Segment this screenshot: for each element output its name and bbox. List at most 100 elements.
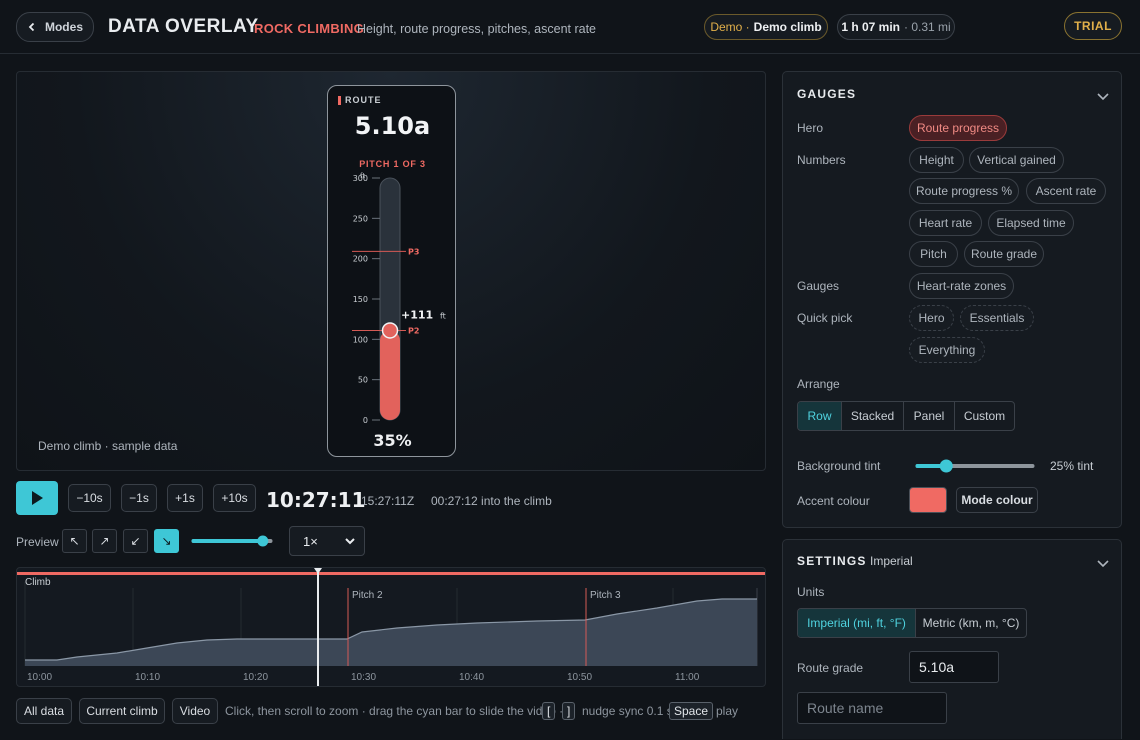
key-space: Space [669,702,714,720]
video-button[interactable]: Video [172,698,218,724]
gauge-unit: ft [360,172,365,180]
gauge-tick-label: 150 [353,295,368,304]
chip-elapsed-time[interactable]: Elapsed time [988,210,1074,236]
background-tint-slider[interactable] [911,459,1039,473]
tick-label: 10:10 [135,672,160,683]
play-button[interactable] [16,481,58,515]
trial-badge[interactable]: TRIAL [1064,12,1122,40]
route-name-input[interactable]: Route name [797,692,947,724]
timeline-graph[interactable]: Climb Pitch 2 Pitch 3 10:00 10:10 10:20 … [17,568,766,687]
arrange-label: Arrange [797,377,840,391]
preview-corner-top-left-button[interactable]: ↖ [62,529,87,553]
gauge-tick-label: 0 [363,416,368,425]
demo-activity-pill[interactable]: Demo · Demo climb [704,14,828,40]
tick-label: 10:20 [243,672,268,683]
nudge-back-10s-button[interactable]: −10s [68,484,111,512]
nudge-forward-10s-button[interactable]: +10s [213,484,256,512]
elapsed-into-climb: 00:27:12 into the climb [431,494,552,508]
arrange-segmented-control: Row Stacked Panel Custom [797,401,1015,431]
quick-pick-label: Quick pick [797,311,853,325]
current-time: 10:27:11 [266,488,366,512]
settings-panel: SETTINGS Imperial Units Imperial (mi, ft… [782,539,1122,739]
preview-corner-bottom-left-button[interactable]: ↙ [123,529,148,553]
background-tint-label: Background tint [797,459,881,473]
accent-colour-swatch[interactable] [909,487,947,513]
video-preview[interactable]: Demo climb · sample data ROUTE 5.10a PIT… [16,71,766,471]
gauge-tick-label: 300 [353,174,368,183]
background-tint-slider-thumb [939,459,953,473]
chevron-down-icon [345,538,355,545]
utc-time: 15:27:11Z [361,494,415,508]
duration-pill: 1 h 07 min · 0.31 mi [837,14,955,40]
accent-colour-label: Accent colour [797,494,870,508]
hero-label: Hero [797,121,824,135]
gauges-label: Gauges [797,279,840,293]
quick-pick-hero[interactable]: Hero [909,305,954,331]
units-imperial[interactable]: Imperial (mi, ft, °F) [798,609,916,637]
units-segmented-control: Imperial (mi, ft, °F) Metric (km, m, °C) [797,608,1027,638]
play-icon [32,491,43,505]
nudge-back-1s-button[interactable]: −1s [121,484,157,512]
chip-pitch[interactable]: Pitch [909,241,958,267]
chevron-down-icon[interactable] [1097,557,1109,569]
arrange-custom[interactable]: Custom [963,409,1006,423]
gauge-current-dot [381,322,399,339]
arrange-stacked[interactable]: Stacked [842,402,904,430]
chip-heart-rate[interactable]: Heart rate [909,210,982,236]
numbers-label: Numbers [797,153,846,167]
gauge-fill [380,330,400,420]
gauges-panel-title: GAUGES [797,87,857,101]
demo-name: Demo climb [753,20,822,34]
page-title: DATA OVERLAY [108,16,259,37]
quick-pick-everything[interactable]: Everything [909,337,985,363]
pitch-marker-label: P2 [408,326,419,335]
preview-size-slider[interactable] [188,535,276,547]
quick-pick-essentials[interactable]: Essentials [960,305,1034,331]
playback-speed-select[interactable]: 1× [289,526,365,556]
duration-value: 1 h 07 min [841,20,900,34]
gauge-bar: ft 0 50 100 150 200 250 300 P2 P3 +111 ft [352,172,446,425]
elevation-area [25,599,757,666]
modes-label: Modes [44,20,83,34]
preview-corner-top-right-button[interactable]: ↗ [92,529,117,553]
chevron-down-icon[interactable] [1097,90,1109,102]
key-open-bracket: [ [542,702,556,720]
arrange-panel[interactable]: Panel [904,402,955,430]
climb-track-bar [17,572,765,575]
tick-label: 10:40 [459,672,484,683]
hero-chip-route-progress[interactable]: Route progress [909,115,1007,141]
arrow-down-left-icon: ↙ [130,534,141,548]
playhead-handle[interactable] [314,568,322,574]
modes-back-button[interactable]: Modes [16,12,94,42]
gauge-percent: 35% [373,431,412,450]
climb-track-label: Climb [25,577,51,588]
arrange-row[interactable]: Row [798,402,842,430]
video-caption: Demo climb · sample data [38,439,178,453]
chip-heart-rate-zones[interactable]: Heart-rate zones [909,273,1014,299]
preview-corner-bottom-right-button[interactable]: ↘ [154,529,179,553]
route-grade-label: Route grade [797,661,864,675]
chip-vertical-gained[interactable]: Vertical gained [969,147,1064,173]
current-climb-button[interactable]: Current climb [79,698,165,724]
nudge-forward-1s-button[interactable]: +1s [167,484,203,512]
distance-value: · 0.31 mi [904,20,951,34]
all-data-button[interactable]: All data [16,698,72,724]
chip-ascent-rate[interactable]: Ascent rate [1026,178,1106,204]
units-metric[interactable]: Metric (km, m, °C) [922,616,1020,630]
elevation-line [25,598,757,661]
arrow-up-left-icon: ↖ [69,534,80,548]
preview-label: Preview [16,535,59,549]
route-grade-input[interactable]: 5.10a [909,651,999,683]
timeline[interactable]: Climb Pitch 2 Pitch 3 10:00 10:10 10:20 … [16,567,766,687]
gauge-label-marker [338,96,341,105]
timeline-hint: Click, then scroll to zoom · drag the cy… [225,704,564,718]
tick-label: 10:00 [27,672,52,683]
mode-colour-button[interactable]: Mode colour [956,487,1038,513]
gauge-tick-label: 200 [353,255,368,264]
chip-height[interactable]: Height [909,147,964,173]
route-gauge: ROUTE 5.10a PITCH 1 OF 3 ft 0 50 100 150 200 2… [327,85,456,457]
chip-route-grade[interactable]: Route grade [964,241,1044,267]
mode-name: ROCK CLIMBING [254,21,365,36]
nudge-hint: nudge sync 0.1 s · [582,704,681,718]
chip-route-progress-percent[interactable]: Route progress % [909,178,1019,204]
